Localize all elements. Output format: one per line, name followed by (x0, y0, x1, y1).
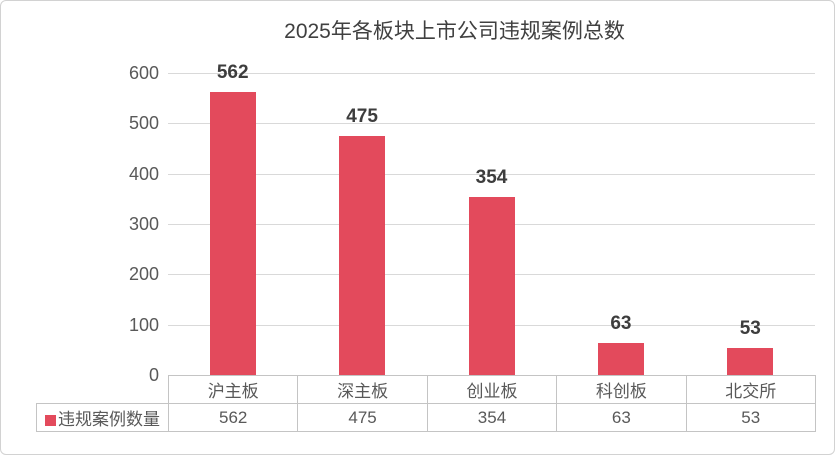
y-tick-label-0: 0 (148, 365, 159, 385)
bar-科创板 (597, 343, 644, 375)
bar-value-label-深主板: 475 (346, 106, 378, 127)
table-value-cell-北交所: 53 (685, 403, 816, 432)
y-tick-label-400: 400 (128, 163, 159, 184)
gridline-500 (168, 123, 815, 125)
bar-北交所 (727, 348, 774, 375)
bar-创业板 (468, 197, 515, 375)
bar-value-label-科创板: 63 (610, 313, 632, 334)
bar-深主板 (339, 136, 386, 375)
data-table: 沪主板 深主板 创业板 科创板 北交所违规案例数量 562 475 354 63 53 (36, 375, 816, 432)
legend-cell: 违规案例数量 (36, 403, 169, 432)
y-tick-label-500: 500 (128, 113, 159, 134)
bar-value-label-创业板: 354 (475, 167, 508, 188)
plot-area: 562 475 354 63 53 (168, 62, 815, 375)
series-value-row: 违规案例数量 562 475 354 63 53 (36, 403, 816, 432)
category-cell-创业板: 创业板 (426, 375, 558, 404)
table-value-cell-沪主板: 562 (167, 403, 299, 432)
y-axis: 0 100 200 300 400 500 600 (81, 63, 159, 385)
y-tick-label-100: 100 (128, 314, 159, 335)
gridline-400 (168, 173, 815, 175)
y-tick-label-200: 200 (128, 264, 159, 285)
legend-series-name: 违规案例数量 (58, 410, 160, 429)
category-cell-科创板: 科创板 (556, 375, 687, 404)
table-value-cell-科创板: 63 (556, 403, 687, 432)
y-tick-label-300: 300 (128, 214, 159, 234)
chart-title: 2025年各板块上市公司违规案例总数 (284, 20, 625, 43)
y-tick-label-600: 600 (128, 63, 159, 83)
category-cell-深主板: 深主板 (297, 375, 428, 404)
legend-swatch-icon (45, 415, 56, 426)
bar-value-label-沪主板: 562 (216, 62, 249, 83)
category-cell-沪主板: 沪主板 (167, 375, 299, 404)
table-value-cell-深主板: 475 (297, 403, 428, 432)
bar-沪主板 (209, 92, 256, 375)
bar-value-label-北交所: 53 (739, 318, 761, 339)
table-value-cell-创业板: 354 (426, 403, 558, 432)
gridline-600 (168, 73, 815, 74)
table-corner-blank-cell (37, 376, 169, 404)
category-row: 沪主板 深主板 创业板 科创板 北交所 (37, 375, 816, 404)
category-cell-北交所: 北交所 (685, 375, 816, 404)
